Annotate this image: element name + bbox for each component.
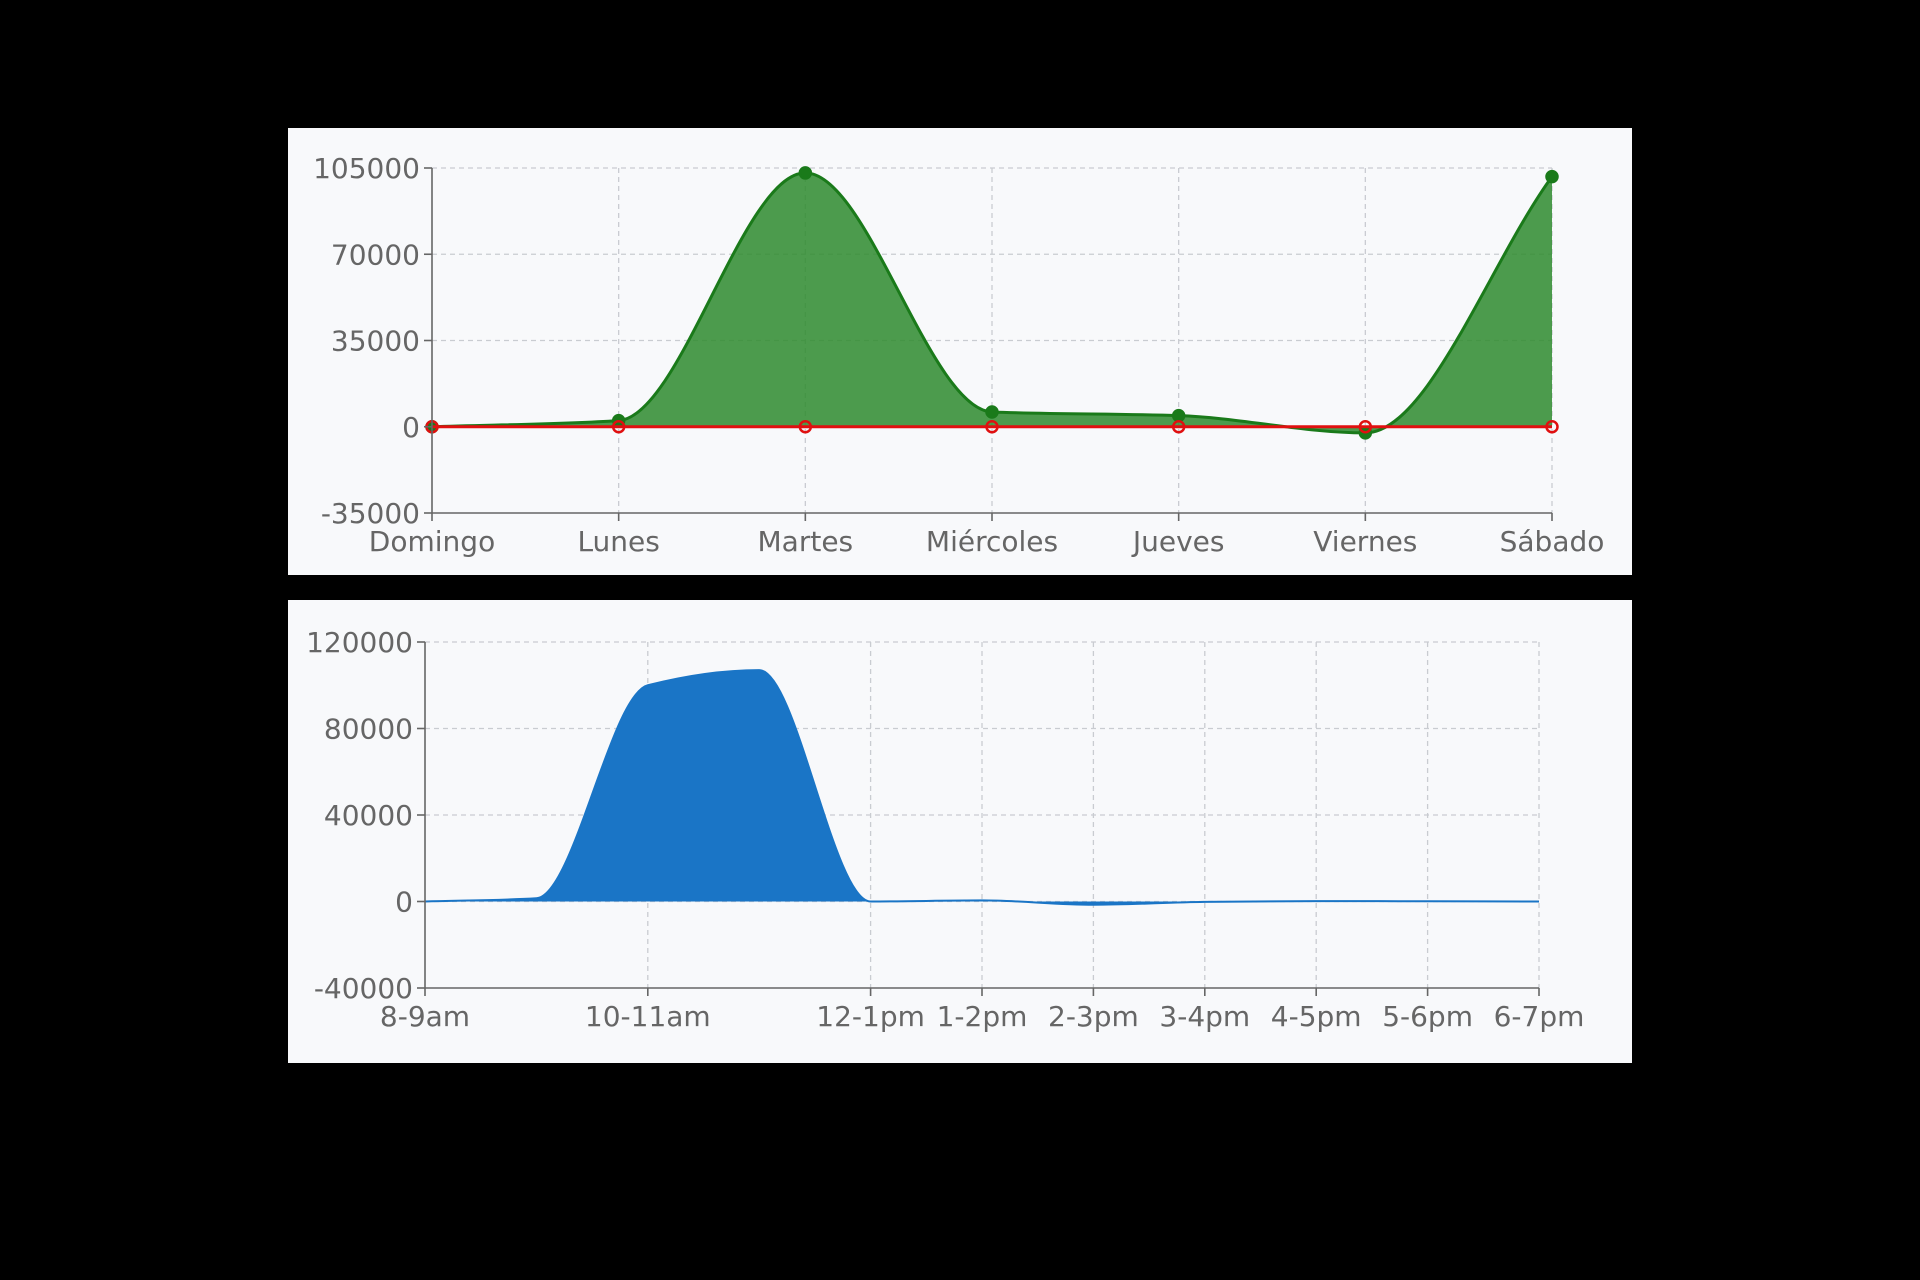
x-tick-label: 4-5pm: [1271, 1000, 1362, 1033]
series-0-point-4: [1171, 408, 1186, 423]
x-tick-label: 5-6pm: [1382, 1000, 1473, 1033]
x-tick-label: Lunes: [577, 525, 659, 558]
hourly-area-chart: -40000 0 40000 80000 120000 8-9am 10-11am 12-1p…: [306, 626, 1585, 1033]
y-tick-label: 105000: [313, 152, 420, 185]
x-tick-label: 3-4pm: [1159, 1000, 1250, 1033]
weekly-chart-panel: -35000 0 35000 70000 105000 Domingo Lunes Marte…: [288, 128, 1632, 575]
x-tick-label: 10-11am: [585, 1000, 711, 1033]
y-tick-label: 70000: [331, 238, 420, 271]
series-1-point-6: [1545, 420, 1559, 434]
series-0-point-2: [798, 166, 813, 180]
series-0-line: [431, 171, 1554, 435]
x-tick-label: 1-2pm: [937, 1000, 1028, 1033]
gridlines: [432, 167, 1553, 513]
x-tick-label: 12-1pm: [816, 1000, 925, 1033]
series-0-area: [425, 670, 1539, 905]
series-0-area: [432, 172, 1552, 433]
y-tick-label: 0: [402, 411, 420, 444]
y-tick-label: 35000: [331, 325, 420, 358]
y-tick-label: 40000: [324, 799, 413, 832]
x-tick-label: Martes: [758, 525, 854, 558]
y-tick-label: -40000: [314, 972, 413, 1005]
series-1-point-3: [985, 420, 999, 434]
x-tick-label: 2-3pm: [1048, 1000, 1139, 1033]
hourly-chart-panel: -40000 0 40000 80000 120000 8-9am 10-11am 12-1p…: [288, 600, 1632, 1063]
series-1-point-2: [798, 420, 813, 434]
series-1-point-5: [1358, 420, 1373, 434]
x-tick-label: Domingo: [369, 525, 495, 558]
series-0-point-6: [1545, 169, 1559, 184]
y-tick-label: -35000: [321, 497, 420, 530]
x-tick-label: Viernes: [1313, 525, 1417, 558]
x-tick-label: Miércoles: [926, 525, 1058, 558]
y-tick-label: 120000: [306, 626, 413, 659]
x-tick-label: Jueves: [1131, 525, 1225, 558]
x-tick-label: Sábado: [1500, 525, 1605, 558]
y-tick-label: 80000: [324, 713, 413, 746]
series-1-point-4: [1171, 420, 1186, 434]
x-tick-label: 8-9am: [380, 1000, 470, 1033]
weekly-area-chart: -35000 0 35000 70000 105000 Domingo Lunes Marte…: [313, 152, 1605, 558]
y-tick-label: 0: [395, 886, 413, 919]
x-tick-label: 6-7pm: [1494, 1000, 1585, 1033]
series-0-line: [424, 669, 1540, 906]
series-1-point-1: [611, 420, 626, 434]
series-0-point-3: [985, 405, 999, 419]
